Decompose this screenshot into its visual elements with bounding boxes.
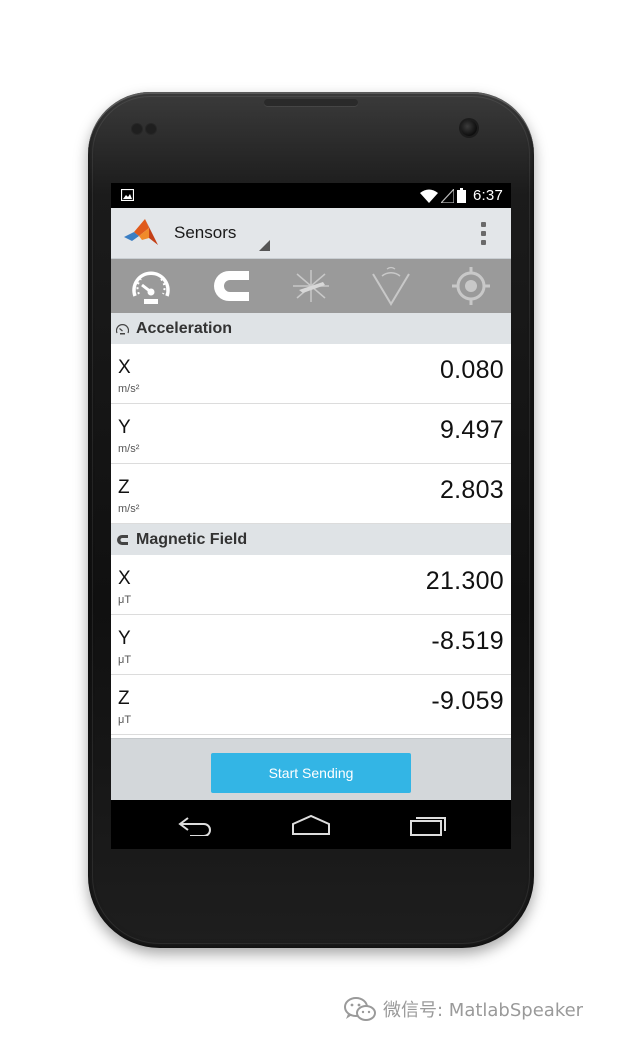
tab-position[interactable] <box>431 259 511 313</box>
watermark-text: 微信号: MatlabSpeaker <box>383 1000 584 1021</box>
status-time: 6:37 <box>473 187 503 204</box>
earpiece-speaker <box>264 99 358 106</box>
reading-value: 0.080 <box>439 356 504 384</box>
signal-icon <box>441 188 454 203</box>
sensor-tab-strip <box>111 259 511 313</box>
magnet-icon <box>214 271 249 301</box>
reading-row: X m/s² 0.080 <box>111 344 511 404</box>
battery-icon <box>457 188 466 203</box>
unit-label: m/s² <box>118 503 140 515</box>
axis-label: X <box>118 568 131 589</box>
home-icon[interactable] <box>288 810 334 840</box>
speedometer-icon <box>132 271 170 304</box>
action-bar: Sensors <box>111 208 511 259</box>
front-camera <box>461 120 477 136</box>
magnet-icon <box>115 533 129 547</box>
reading-row: Y μT -8.519 <box>111 615 511 675</box>
section-title: Magnetic Field <box>136 530 248 548</box>
image-icon <box>121 189 134 201</box>
section-title: Acceleration <box>136 319 233 337</box>
proximity-sensor <box>132 124 158 134</box>
reading-value: 9.497 <box>439 416 504 444</box>
axis-label: Z <box>118 688 130 709</box>
matlab-logo[interactable] <box>123 218 159 248</box>
reading-value: 2.803 <box>439 476 504 504</box>
sensor-readings-list[interactable]: Acceleration X m/s² 0.080 Y m/s² 9.497 Z… <box>111 313 511 738</box>
tab-magnetic-field[interactable] <box>191 259 271 313</box>
reading-value: 21.300 <box>425 567 504 595</box>
unit-label: μT <box>118 714 132 726</box>
angle-icon <box>372 266 410 306</box>
axis-label: X <box>118 357 131 378</box>
wechat-icon <box>344 997 376 1021</box>
watermark: 微信号: MatlabSpeaker <box>343 996 583 1022</box>
axes-icon <box>293 270 329 302</box>
spinner-dropdown-icon[interactable] <box>259 240 270 251</box>
section-header-magnetic-field: Magnetic Field <box>111 524 511 555</box>
reading-row: Z μT -9.059 <box>111 675 511 735</box>
unit-label: μT <box>118 594 132 606</box>
wifi-icon <box>420 189 438 203</box>
back-icon[interactable] <box>173 810 219 840</box>
unit-label: μT <box>118 654 132 666</box>
reading-row: Z m/s² 2.803 <box>111 464 511 524</box>
recent-apps-icon[interactable] <box>405 810 451 840</box>
unit-label: m/s² <box>118 383 140 395</box>
bottom-panel: Start Sending <box>111 738 511 801</box>
start-sending-button[interactable]: Start Sending <box>211 753 411 793</box>
speedometer-icon <box>115 322 129 336</box>
reading-row: Y m/s² 9.497 <box>111 404 511 464</box>
axis-label: Z <box>118 477 130 498</box>
status-icons: 6:37 <box>420 186 503 205</box>
section-header-acceleration: Acceleration <box>111 313 511 344</box>
status-bar: 6:37 <box>111 183 511 208</box>
reading-row: X μT 21.300 <box>111 555 511 615</box>
tab-acceleration[interactable] <box>111 259 191 313</box>
target-icon <box>452 267 490 305</box>
nav-bar <box>111 800 511 849</box>
reading-value: -9.059 <box>431 687 504 715</box>
screen: 6:37 Sensors <box>111 183 511 849</box>
unit-label: m/s² <box>118 443 140 455</box>
reading-value: -8.519 <box>431 627 504 655</box>
axis-label: Y <box>118 417 131 438</box>
app-title[interactable]: Sensors <box>174 223 237 242</box>
axis-label: Y <box>118 628 131 649</box>
tab-angular-velocity[interactable] <box>351 259 431 313</box>
tab-orientation[interactable] <box>271 259 351 313</box>
overflow-menu-icon[interactable] <box>481 222 487 246</box>
